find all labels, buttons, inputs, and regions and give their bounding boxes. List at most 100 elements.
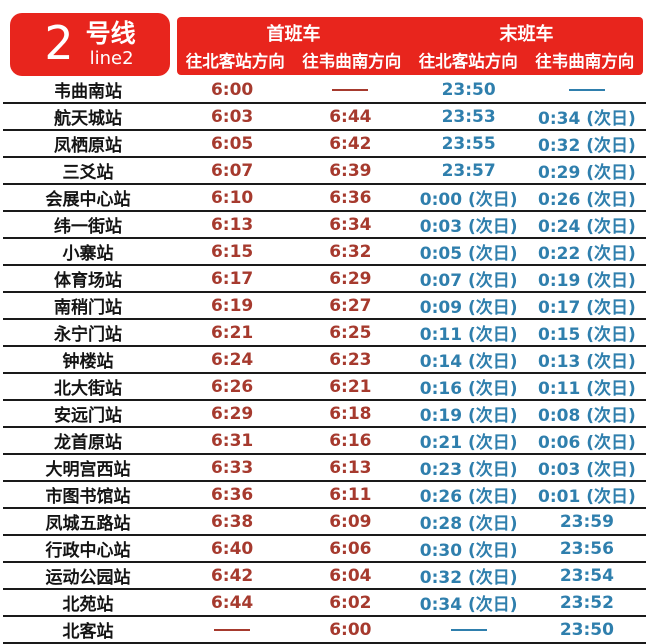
table-row: 北客站 6:00 23:50: [3, 617, 646, 644]
station-name: 北苑站: [62, 595, 114, 615]
first-train-time: 6:26: [210, 376, 254, 397]
last-train-time: [410, 628, 528, 631]
first-train-time: 6:25: [329, 322, 372, 343]
direction-label-last-weiqunan: 往韦曲南方向: [535, 51, 635, 71]
last-train-time: 23:59: [559, 511, 614, 532]
first-train-time: 6:44: [210, 592, 254, 613]
first-train-time: 6:29: [329, 268, 372, 289]
table-row: 大明宫西站 6:33 6:13 0:23 (次日) 0:03 (次日): [3, 455, 646, 482]
last-train-time: 23:50: [441, 79, 496, 100]
table-row: 运动公园站 6:42 6:04 0:32 (次日) 23:54: [3, 563, 646, 590]
direction-label-first-weiqunan: 往韦曲南方向: [302, 51, 402, 71]
first-train-time: 6:38: [210, 511, 254, 532]
table-row: 钟楼站 6:24 6:23 0:14 (次日) 0:13 (次日): [3, 347, 646, 374]
station-name: 市图书馆站: [45, 487, 131, 507]
station-name: 北大街站: [54, 379, 122, 399]
last-train-time: 0:19 (次日): [538, 271, 636, 291]
last-train-time: 0:03 (次日): [419, 217, 518, 237]
direction-row: 往北客站方向 往韦曲南方向 往北客站方向 往韦曲南方向: [177, 44, 643, 75]
first-train-time: 6:02: [329, 592, 372, 613]
line-badge: 2 号线 line2: [10, 13, 170, 76]
last-train-time: 0:06 (次日): [538, 433, 636, 453]
direction-label-first-beikezhan: 往北客站方向: [185, 51, 285, 71]
last-train-time: 23:53: [441, 106, 496, 127]
station-name: 大明宫西站: [45, 460, 131, 480]
first-train-time: 6:34: [329, 214, 372, 235]
first-train-time: 6:44: [329, 106, 372, 127]
first-train-time: 6:17: [210, 268, 254, 289]
first-train-time: 6:13: [329, 457, 372, 478]
last-train-time: 23:56: [559, 538, 614, 559]
last-train-group-label: 末班车: [499, 23, 554, 45]
timetable-body: 韦曲南站 6:00 23:50 航天城站 6:03 6:44 23:53 0:34 (次日) 凤…: [3, 77, 646, 644]
table-row: 凤栖原站 6:05 6:42 23:55 0:32 (次日): [3, 131, 646, 158]
first-train-time: 6:05: [210, 133, 254, 154]
station-name: 三爻站: [62, 163, 114, 183]
no-service-dash: [450, 628, 487, 631]
table-row: 凤城五路站 6:38 6:09 0:28 (次日) 23:59: [3, 509, 646, 536]
first-train-time: 6:06: [329, 538, 372, 559]
last-train-time: 0:22 (次日): [538, 244, 636, 264]
last-train-time: 23:50: [559, 619, 614, 640]
first-train-time: 6:31: [210, 430, 254, 451]
last-train-time: 0:11 (次日): [538, 379, 636, 399]
first-train-time: 6:18: [329, 403, 372, 424]
first-train-time: 6:27: [329, 295, 372, 316]
station-name: 南稍门站: [54, 298, 122, 318]
table-row: 纬一街站 6:13 6:34 0:03 (次日) 0:24 (次日): [3, 212, 646, 239]
last-train-time: 0:29 (次日): [538, 163, 636, 183]
station-name: 凤城五路站: [45, 514, 131, 534]
table-header: 首班车 末班车 往北客站方向 往韦曲南方向 往北客站方向 往韦曲南方向: [177, 17, 643, 75]
station-name: 小寨站: [62, 244, 114, 264]
first-train-time: 6:32: [329, 241, 372, 262]
last-train-time: 0:11 (次日): [419, 325, 518, 345]
table-row: 行政中心站 6:40 6:06 0:30 (次日) 23:56: [3, 536, 646, 563]
table-row: 市图书馆站 6:36 6:11 0:26 (次日) 0:01 (次日): [3, 482, 646, 509]
first-train-time: 6:19: [210, 295, 254, 316]
line-name-cn: 号线: [85, 18, 136, 48]
first-train-time: 6:21: [210, 322, 254, 343]
last-train-time: 0:23 (次日): [419, 460, 518, 480]
last-train-time: 0:08 (次日): [538, 406, 636, 426]
first-train-time: 6:23: [329, 349, 372, 370]
line-names: 号线 line2: [85, 18, 136, 69]
table-row: 体育场站 6:17 6:29 0:07 (次日) 0:19 (次日): [3, 266, 646, 293]
table-row: 南稍门站 6:19 6:27 0:09 (次日) 0:17 (次日): [3, 293, 646, 320]
no-service-dash: [332, 88, 369, 91]
first-train-time: 6:42: [329, 133, 372, 154]
first-train-time: [291, 88, 409, 91]
station-name: 运动公园站: [45, 568, 131, 588]
station-name: 龙首原站: [54, 433, 122, 453]
last-train-time: 23:52: [559, 592, 614, 613]
last-train-time: 23:57: [441, 160, 496, 181]
last-train-time: 0:32 (次日): [538, 136, 636, 156]
last-train-time: 0:30 (次日): [419, 541, 518, 561]
first-train-time: 6:29: [210, 403, 254, 424]
last-train-time: 0:21 (次日): [419, 433, 518, 453]
last-train-time: 0:15 (次日): [538, 325, 636, 345]
station-name: 行政中心站: [45, 541, 131, 561]
direction-label-last-beikezhan: 往北客站方向: [418, 51, 518, 71]
first-train-time: [173, 628, 291, 631]
last-train-time: 0:05 (次日): [419, 244, 518, 264]
station-name: 北客站: [62, 622, 114, 642]
table-row: 安远门站 6:29 6:18 0:19 (次日) 0:08 (次日): [3, 401, 646, 428]
table-row: 龙首原站 6:31 6:16 0:21 (次日) 0:06 (次日): [3, 428, 646, 455]
first-train-time: 6:07: [210, 160, 254, 181]
first-train-time: 6:40: [210, 538, 254, 559]
station-name: 韦曲南站: [54, 82, 122, 102]
station-name: 航天城站: [54, 109, 122, 129]
first-train-time: 6:15: [210, 241, 254, 262]
last-train-time: 0:24 (次日): [538, 217, 636, 237]
last-train-time: 0:13 (次日): [538, 352, 636, 372]
last-train-time: 23:55: [441, 133, 496, 154]
no-service-dash: [214, 628, 251, 631]
last-train-time: 0:17 (次日): [538, 298, 636, 318]
first-train-time: 6:03: [210, 106, 254, 127]
station-name: 永宁门站: [54, 325, 122, 345]
station-name: 纬一街站: [54, 217, 122, 237]
first-train-time: 6:09: [329, 511, 372, 532]
first-train-time: 6:10: [210, 187, 254, 208]
table-row: 韦曲南站 6:00 23:50: [3, 77, 646, 104]
first-train-time: 6:24: [210, 349, 254, 370]
